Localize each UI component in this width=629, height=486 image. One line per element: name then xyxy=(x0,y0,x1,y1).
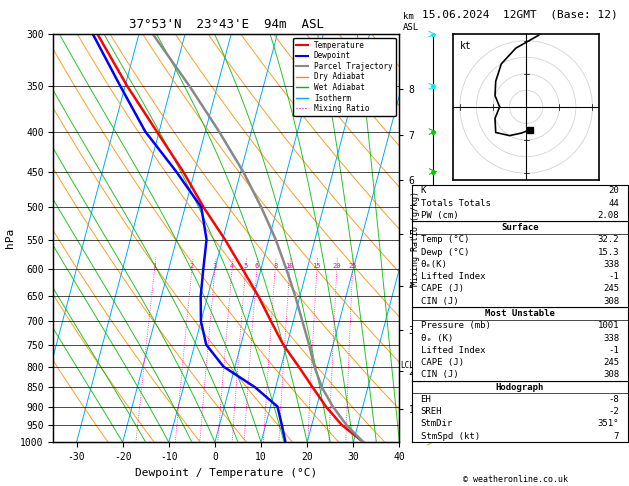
Text: 8: 8 xyxy=(273,263,277,269)
Text: -1: -1 xyxy=(608,272,619,281)
Text: © weatheronline.co.uk: © weatheronline.co.uk xyxy=(464,474,568,484)
Text: km
ASL: km ASL xyxy=(403,12,419,32)
Text: K: K xyxy=(421,186,426,195)
Text: Surface: Surface xyxy=(501,223,538,232)
Text: Pressure (mb): Pressure (mb) xyxy=(421,321,491,330)
Text: 338: 338 xyxy=(603,333,619,343)
Text: CAPE (J): CAPE (J) xyxy=(421,358,464,367)
Text: 308: 308 xyxy=(603,297,619,306)
Text: StmSpd (kt): StmSpd (kt) xyxy=(421,432,480,441)
Text: 44: 44 xyxy=(608,199,619,208)
Text: Dewp (°C): Dewp (°C) xyxy=(421,248,469,257)
Text: θₑ (K): θₑ (K) xyxy=(421,333,453,343)
Y-axis label: hPa: hPa xyxy=(4,228,14,248)
Text: 7: 7 xyxy=(614,432,619,441)
Text: 308: 308 xyxy=(603,370,619,379)
Text: 245: 245 xyxy=(603,358,619,367)
Text: 2.08: 2.08 xyxy=(598,211,619,220)
Text: kt: kt xyxy=(460,41,472,51)
Text: 245: 245 xyxy=(603,284,619,294)
Text: 1001: 1001 xyxy=(598,321,619,330)
Legend: Temperature, Dewpoint, Parcel Trajectory, Dry Adiabat, Wet Adiabat, Isotherm, Mi: Temperature, Dewpoint, Parcel Trajectory… xyxy=(293,38,396,116)
Text: Mixing Ratio (g/kg): Mixing Ratio (g/kg) xyxy=(411,191,420,286)
Text: CAPE (J): CAPE (J) xyxy=(421,284,464,294)
Text: Hodograph: Hodograph xyxy=(496,382,544,392)
Text: CIN (J): CIN (J) xyxy=(421,370,459,379)
Text: 32.2: 32.2 xyxy=(598,235,619,244)
Text: Totals Totals: Totals Totals xyxy=(421,199,491,208)
Text: Temp (°C): Temp (°C) xyxy=(421,235,469,244)
Text: 20: 20 xyxy=(608,186,619,195)
Text: LCL: LCL xyxy=(400,361,415,370)
Text: -8: -8 xyxy=(608,395,619,404)
Text: 10: 10 xyxy=(286,263,294,269)
Text: -2: -2 xyxy=(608,407,619,416)
Text: 2: 2 xyxy=(190,263,194,269)
Text: 25: 25 xyxy=(348,263,357,269)
Text: 20: 20 xyxy=(333,263,341,269)
Text: 15: 15 xyxy=(313,263,321,269)
Text: 338: 338 xyxy=(603,260,619,269)
Text: EH: EH xyxy=(421,395,431,404)
Text: StmDir: StmDir xyxy=(421,419,453,428)
Text: 6: 6 xyxy=(255,263,259,269)
Text: Most Unstable: Most Unstable xyxy=(485,309,555,318)
Text: -1: -1 xyxy=(608,346,619,355)
Text: CIN (J): CIN (J) xyxy=(421,297,459,306)
Text: PW (cm): PW (cm) xyxy=(421,211,459,220)
Text: Lifted Index: Lifted Index xyxy=(421,272,485,281)
Text: θₑ(K): θₑ(K) xyxy=(421,260,447,269)
Text: 15.06.2024  12GMT  (Base: 12): 15.06.2024 12GMT (Base: 12) xyxy=(422,9,618,19)
Text: Lifted Index: Lifted Index xyxy=(421,346,485,355)
Text: 5: 5 xyxy=(243,263,248,269)
Title: 37°53'N  23°43'E  94m  ASL: 37°53'N 23°43'E 94m ASL xyxy=(129,18,324,32)
Text: SREH: SREH xyxy=(421,407,442,416)
Text: 15.3: 15.3 xyxy=(598,248,619,257)
Text: 1: 1 xyxy=(152,263,157,269)
Text: 3: 3 xyxy=(213,263,217,269)
Text: 351°: 351° xyxy=(598,419,619,428)
X-axis label: Dewpoint / Temperature (°C): Dewpoint / Temperature (°C) xyxy=(135,468,318,478)
Text: 4: 4 xyxy=(230,263,234,269)
